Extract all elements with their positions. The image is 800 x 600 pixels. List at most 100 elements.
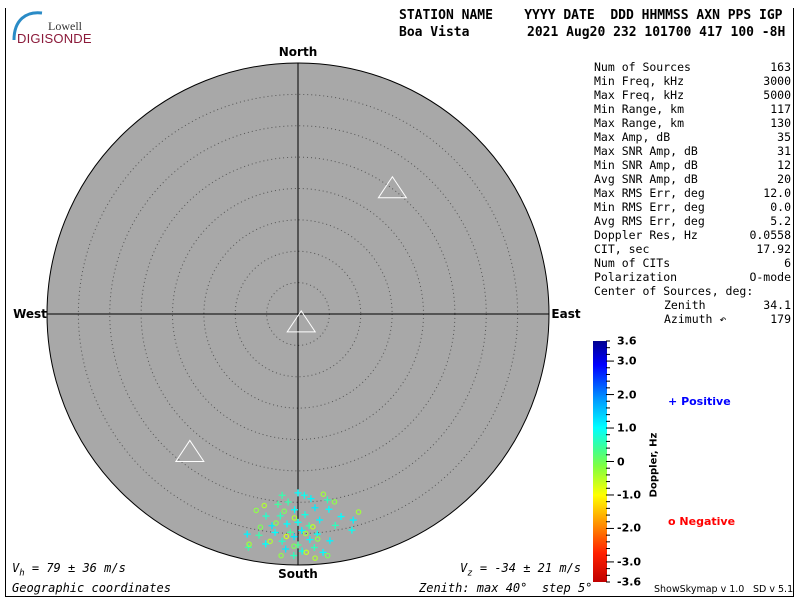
positive-doppler-point (348, 526, 356, 534)
positive-doppler-point (310, 543, 318, 551)
colorbar-tick-label: -3.0 (617, 555, 642, 569)
stat-row: Center of Sources, deg: (594, 284, 791, 298)
positive-doppler-point (290, 552, 298, 560)
vh-symbol: V (12, 561, 20, 575)
stat-value: 12.0 (763, 186, 791, 200)
plus-icon: + (668, 395, 678, 408)
positive-doppler-point (271, 528, 279, 536)
stat-label: Min SNR Amp, dB (594, 158, 698, 172)
stat-label: Num of Sources (594, 60, 691, 74)
positive-doppler-point (282, 545, 290, 553)
positive-doppler-point (307, 495, 315, 503)
figure-frame (5, 8, 794, 597)
stat-row: Doppler Res, Hz 0.0558 (594, 228, 791, 242)
stat-row: Max Range, km 130 (594, 116, 791, 130)
stat-label: Avg SNR Amp, dB (594, 172, 698, 186)
header-values: 2021 Aug20 232 101700 417 100 -8H (527, 25, 786, 40)
circle-icon: o (668, 515, 676, 528)
stat-label: Max Amp, dB (594, 130, 671, 144)
stat-value: 20 (777, 172, 791, 186)
stat-label: Azimuth ↶ (664, 312, 727, 326)
negative-doppler-point (283, 533, 290, 540)
negative-doppler-point (261, 502, 268, 509)
negative-doppler-point (253, 507, 260, 514)
positive-doppler-point (243, 530, 251, 538)
positive-doppler-point (262, 540, 270, 548)
stat-row: Num of Sources 163 (594, 60, 791, 74)
stat-label: Max Range, km (594, 116, 685, 130)
stat-row: Num of CITs 6 (594, 256, 791, 270)
label-east: East (551, 307, 581, 321)
triangle-marker (286, 309, 317, 333)
positive-doppler-point (276, 512, 284, 520)
negative-doppler-point (281, 508, 288, 514)
colorbar-ticks (606, 340, 614, 583)
stat-label: Doppler Res, Hz (594, 228, 698, 242)
label-south: South (278, 567, 318, 581)
stat-row: Polarization O-mode (594, 270, 791, 284)
positive-doppler-point (306, 536, 314, 544)
stat-row: Avg RMS Err, deg 5.2 (594, 214, 791, 228)
negative-doppler-point (291, 515, 298, 521)
positive-doppler-point (284, 498, 292, 506)
stat-label: Max RMS Err, deg (594, 186, 705, 200)
vz-subscript: z (467, 568, 473, 579)
stat-row: Max Amp, dB 35 (594, 130, 791, 144)
positive-doppler-point (319, 548, 327, 556)
colorbar-tick-label: -2.0 (617, 521, 642, 535)
stat-value: 31 (777, 144, 791, 158)
positive-doppler-point (337, 513, 345, 521)
legend-positive-label: Positive (681, 395, 731, 408)
colorbar-title: Doppler, Hz (648, 432, 660, 498)
stat-value: 130 (770, 116, 791, 130)
stat-value: 34.1 (763, 298, 791, 312)
stat-value: 5000 (763, 88, 791, 102)
stat-row: Min SNR Amp, dB 12 (594, 158, 791, 172)
vz-symbol: V (460, 561, 468, 575)
negative-doppler-point (314, 536, 321, 542)
positive-doppler-point (326, 537, 334, 545)
doppler-colorbar (593, 341, 607, 582)
stat-value: O-mode (749, 270, 791, 284)
negative-doppler-point (303, 549, 310, 556)
stat-label: Avg RMS Err, deg (594, 214, 705, 228)
stat-row: Max SNR Amp, dB 31 (594, 144, 791, 158)
positive-doppler-point (349, 516, 357, 524)
stat-label: Center of Sources, deg: (594, 284, 754, 298)
stat-row: CIT, sec 17.92 (594, 242, 791, 256)
version-showskymap: ShowSkymap v 1.0 (654, 584, 745, 595)
vertical-velocity: Vz = -34 ± 21 m/s (460, 561, 581, 578)
stat-label: CIT, sec (594, 242, 650, 256)
colorbar-tick-label: -1.0 (617, 488, 642, 502)
vh-subscript: h (19, 568, 25, 579)
colorbar-tick-label: -3.6 (617, 575, 642, 589)
positive-doppler-point (290, 533, 298, 541)
negative-doppler-point (291, 543, 297, 549)
positive-doppler-point (331, 521, 339, 529)
colorbar-tick-label: 3.6 (617, 334, 637, 348)
positive-doppler-point (286, 528, 294, 536)
stat-label: Polarization (594, 270, 678, 284)
stat-row: Max Freq, kHz 5000 (594, 88, 791, 102)
negative-doppler-point (331, 499, 338, 505)
zenith-info: Zenith: max 40° step 5° (419, 581, 593, 595)
negative-doppler-point (320, 491, 327, 498)
stat-row: Azimuth ↶ 179 (594, 312, 791, 326)
stat-label: Min Freq, kHz (594, 74, 685, 88)
stat-value: 0.0558 (749, 228, 791, 242)
label-north: North (278, 45, 318, 59)
positive-doppler-point (291, 506, 299, 514)
negative-doppler-point (312, 555, 318, 561)
positive-doppler-point (301, 511, 309, 519)
legend-positive: + Positive (668, 395, 731, 408)
label-west: West (13, 307, 47, 321)
negative-doppler-point (246, 541, 252, 547)
legend-negative-label: Negative (679, 515, 736, 528)
stat-value: 35 (777, 130, 791, 144)
positive-doppler-point (274, 500, 282, 508)
stat-label: Min RMS Err, deg (594, 200, 705, 214)
negative-doppler-point (310, 524, 316, 530)
stat-row: Min RMS Err, deg 0.0 (594, 200, 791, 214)
negative-doppler-point (257, 524, 264, 530)
vz-value: = -34 ± 21 m/s (472, 561, 582, 575)
